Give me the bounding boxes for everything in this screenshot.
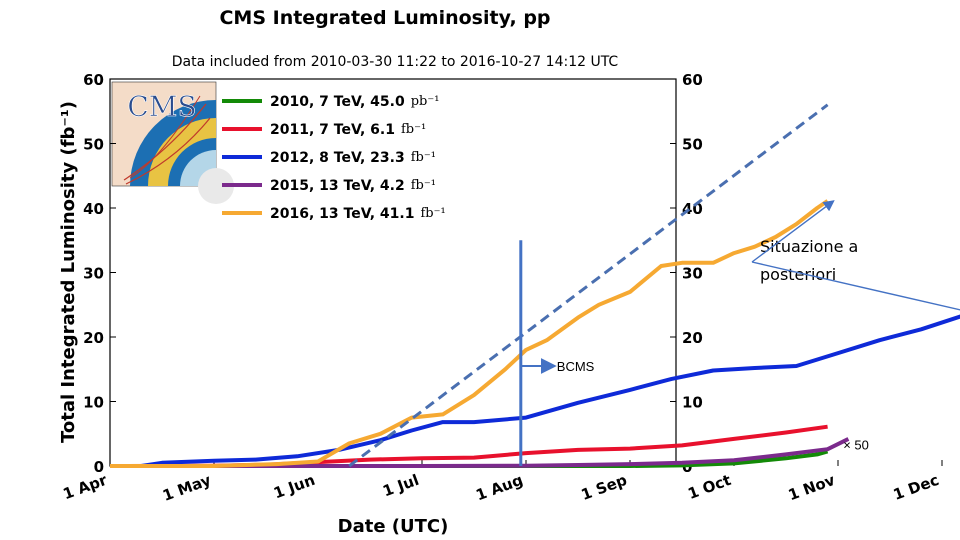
callout-arrow-2012 — [751, 261, 960, 311]
series-layer — [109, 199, 960, 468]
callout: Situazione a posteriori — [751, 200, 960, 311]
legend-label: 2010, 7 TeV, 45.0 — [270, 94, 405, 110]
x-axis-label: Date (UTC) — [338, 516, 449, 537]
y-axis-label: Total Integrated Luminosity (fb⁻¹) — [58, 101, 79, 443]
x-tick-label: 1 Jun — [271, 471, 317, 502]
series-line — [110, 314, 960, 468]
series-line — [110, 199, 829, 468]
y-tick-label-left: 50 — [83, 136, 104, 154]
x-tick-label: 1 Dec — [891, 471, 941, 504]
legend-label: 2012, 8 TeV, 23.3 — [270, 150, 405, 166]
x-tick-label: 1 Oct — [685, 471, 733, 503]
x-tick-label: 1 Aug — [473, 471, 525, 505]
callout-text-line1: Situazione a — [760, 237, 858, 256]
y-tick-label-left: 20 — [83, 329, 104, 347]
callout-arrow-2016 — [751, 200, 835, 263]
bcms-label: BCMS — [557, 359, 595, 374]
legend-label: 2015, 13 TeV, 4.2 — [270, 178, 405, 194]
legend-label: 2011, 7 TeV, 6.1 — [270, 122, 395, 138]
chart-subtitle: Data included from 2010-03-30 11:22 to 2… — [172, 54, 619, 70]
legend-label: 2016, 13 TeV, 41.1 — [270, 206, 414, 222]
x-tick-label: 1 May — [160, 471, 213, 505]
projection-dashed-line — [348, 103, 829, 468]
x-tick-label: 1 Apr — [61, 471, 110, 504]
x-tick-label: 1 Sep — [579, 471, 630, 504]
legend: 2010, 7 TeV, 45.0 pb⁻¹ 2011, 7 TeV, 6.1 fb⁻… — [222, 94, 446, 222]
x-tick-label: 1 Jul — [380, 471, 421, 501]
scale-annotation: × 50 — [843, 437, 869, 452]
y-tick-label-right: 60 — [682, 71, 703, 89]
legend-unit: fb⁻¹ — [411, 178, 436, 193]
y-tick-label-right: 50 — [682, 136, 703, 154]
y-tick-label-left: 60 — [83, 71, 104, 89]
series-line — [110, 437, 850, 468]
cms-logo: CMS — [111, 81, 234, 204]
y-tick-label-left: 10 — [83, 394, 104, 412]
legend-unit: pb⁻¹ — [411, 94, 440, 109]
y-tick-label-right: 10 — [682, 394, 703, 412]
y-tick-label-left: 0 — [94, 458, 104, 476]
y-tick-label-right: 30 — [682, 265, 703, 283]
logo-text: CMS — [127, 90, 196, 123]
y-tick-label-right: 20 — [682, 329, 703, 347]
legend-unit: fb⁻¹ — [420, 206, 445, 221]
y-tick-label-left: 40 — [83, 200, 104, 218]
callout-text-line2: posteriori — [760, 265, 836, 284]
legend-unit: fb⁻¹ — [411, 150, 436, 165]
legend-unit: fb⁻¹ — [401, 122, 426, 137]
y-axis-left: 0 10 20 30 40 50 60 — [83, 71, 116, 476]
x-tick-label: 1 Nov — [786, 471, 838, 505]
chart-title: CMS Integrated Luminosity, pp — [219, 7, 550, 29]
y-tick-label-left: 30 — [83, 265, 104, 283]
